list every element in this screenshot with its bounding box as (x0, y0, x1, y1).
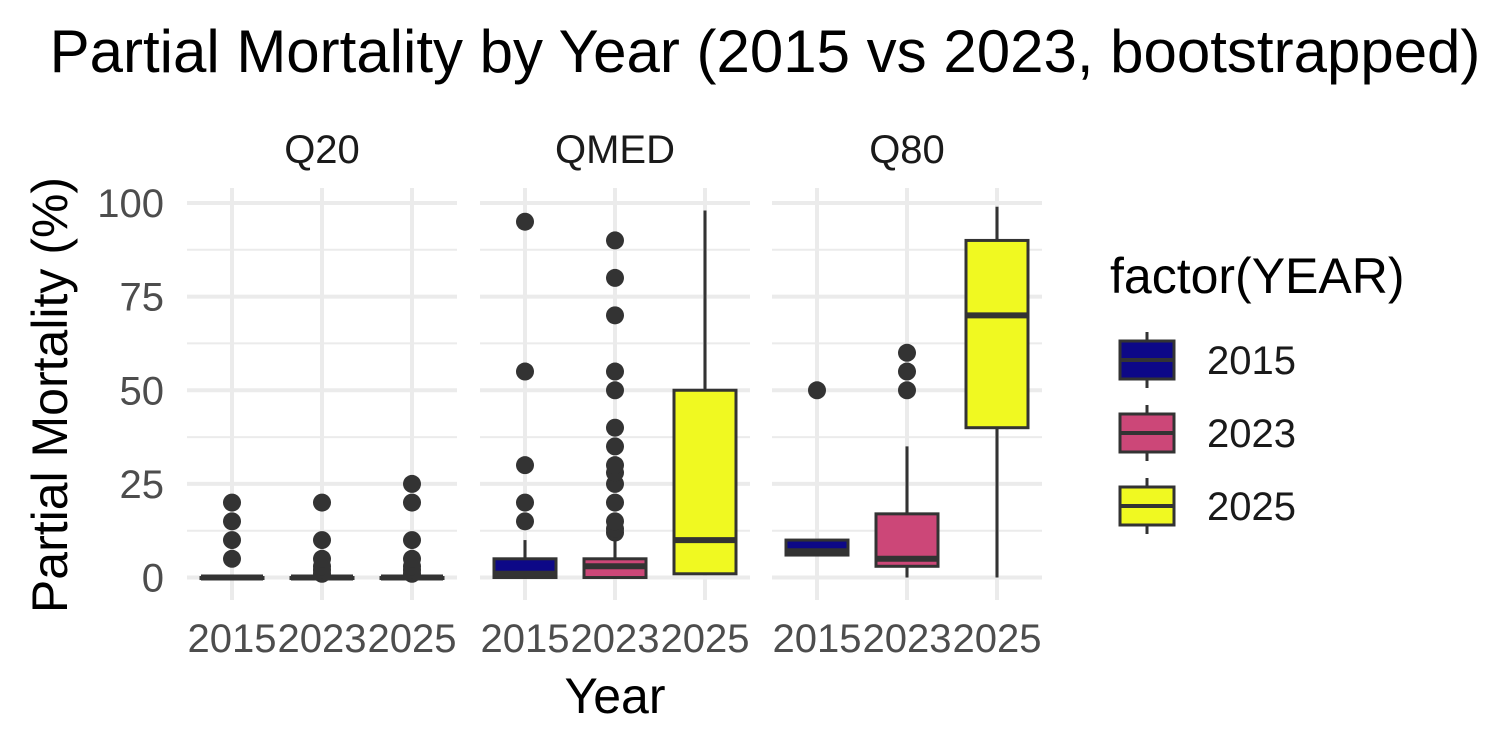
box-qmed-2025 (672, 210, 738, 576)
outlier-point (606, 456, 624, 475)
outlier-point (403, 493, 421, 512)
x-tick-label: 2015 (773, 617, 862, 661)
outlier-point (516, 512, 534, 531)
outlier-point (898, 362, 916, 381)
legend-key-2023 (1118, 405, 1176, 461)
outlier-point (606, 381, 624, 400)
facet-label-q20: Q20 (284, 128, 360, 172)
box-q20-2015 (199, 493, 265, 581)
outlier-point (606, 512, 624, 531)
outlier-point (313, 549, 331, 568)
y-axis: 0 25 50 75 100 (97, 182, 164, 601)
box-qmed-2015 (492, 212, 558, 580)
outlier-point (606, 306, 624, 325)
x-tick-label: 2025 (368, 617, 457, 661)
outlier-point (516, 493, 534, 512)
x-tick-label: 2015 (481, 617, 570, 661)
outlier-point (403, 531, 421, 550)
outlier-point (606, 418, 624, 437)
panel-q80: Q80 2015 2023 2025 (772, 128, 1042, 661)
outlier-point (223, 512, 241, 531)
outlier-point (223, 493, 241, 512)
chart-title: Partial Mortality by Year (2015 vs 2023,… (50, 18, 1481, 85)
outlier-point (516, 212, 534, 231)
x-tick-label: 2023 (863, 617, 952, 661)
y-tick-label: 0 (142, 557, 164, 601)
box-q20-2025 (379, 474, 445, 583)
x-tick-label: 2025 (953, 617, 1042, 661)
panel-q20: Q20 2015 2023 2025 (187, 128, 457, 661)
outlier-point (898, 343, 916, 362)
legend-label-2025: 2025 (1207, 485, 1296, 529)
facet-label-q80: Q80 (869, 128, 945, 172)
outlier-point (606, 493, 624, 512)
x-tick-label: 2015 (188, 617, 277, 661)
box-q80-2025 (964, 206, 1030, 578)
y-tick-label: 50 (120, 369, 165, 413)
legend: factor(YEAR) 2015 2023 2025 (1110, 248, 1405, 534)
x-tick-label: 2025 (661, 617, 750, 661)
outlier-point (403, 474, 421, 493)
box-q20-2023 (289, 493, 355, 583)
legend-label-2023: 2023 (1207, 412, 1296, 456)
box-body (964, 238, 1030, 430)
legend-label-2015: 2015 (1207, 339, 1296, 383)
outlier-point (606, 268, 624, 287)
x-tick-label: 2023 (278, 617, 367, 661)
box-q80-2015 (784, 381, 850, 557)
y-tick-label: 25 (120, 463, 165, 507)
y-axis-title: Partial Mortality (%) (22, 177, 78, 613)
outlier-point (898, 381, 916, 400)
legend-key-2015 (1118, 332, 1176, 388)
outlier-point (606, 362, 624, 381)
outlier-point (516, 456, 534, 475)
outlier-point (313, 531, 331, 550)
y-tick-label: 75 (120, 276, 165, 320)
facet-label-qmed: QMED (555, 128, 675, 172)
outlier-point (808, 381, 826, 400)
panel-qmed: QMED 2015 2023 2025 (480, 128, 750, 661)
box-q80-2023 (874, 343, 940, 578)
outlier-point (606, 231, 624, 250)
x-axis-title: Year (564, 668, 665, 724)
x-tick-label: 2023 (571, 617, 660, 661)
outlier-point (403, 549, 421, 568)
legend-key-2025 (1118, 478, 1176, 534)
legend-title: factor(YEAR) (1110, 248, 1405, 304)
outlier-point (223, 549, 241, 568)
outlier-point (606, 437, 624, 456)
box-qmed-2023 (582, 231, 648, 580)
y-tick-label: 100 (97, 182, 164, 226)
box-body (672, 388, 738, 576)
outlier-point (516, 362, 534, 381)
outlier-point (313, 493, 331, 512)
outlier-point (223, 531, 241, 550)
